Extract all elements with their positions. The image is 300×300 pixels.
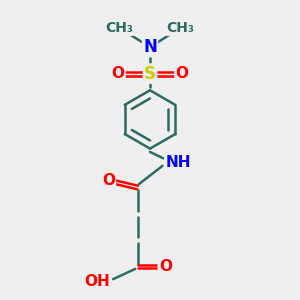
Text: O: O (159, 259, 172, 274)
Text: O: O (112, 66, 124, 81)
Text: O: O (176, 66, 188, 81)
Text: S: S (144, 64, 156, 82)
Text: CH₃: CH₃ (106, 21, 134, 35)
Text: CH₃: CH₃ (167, 21, 194, 35)
Text: NH: NH (165, 155, 191, 170)
Text: OH: OH (84, 274, 110, 290)
Text: N: N (143, 38, 157, 56)
Text: O: O (102, 173, 115, 188)
